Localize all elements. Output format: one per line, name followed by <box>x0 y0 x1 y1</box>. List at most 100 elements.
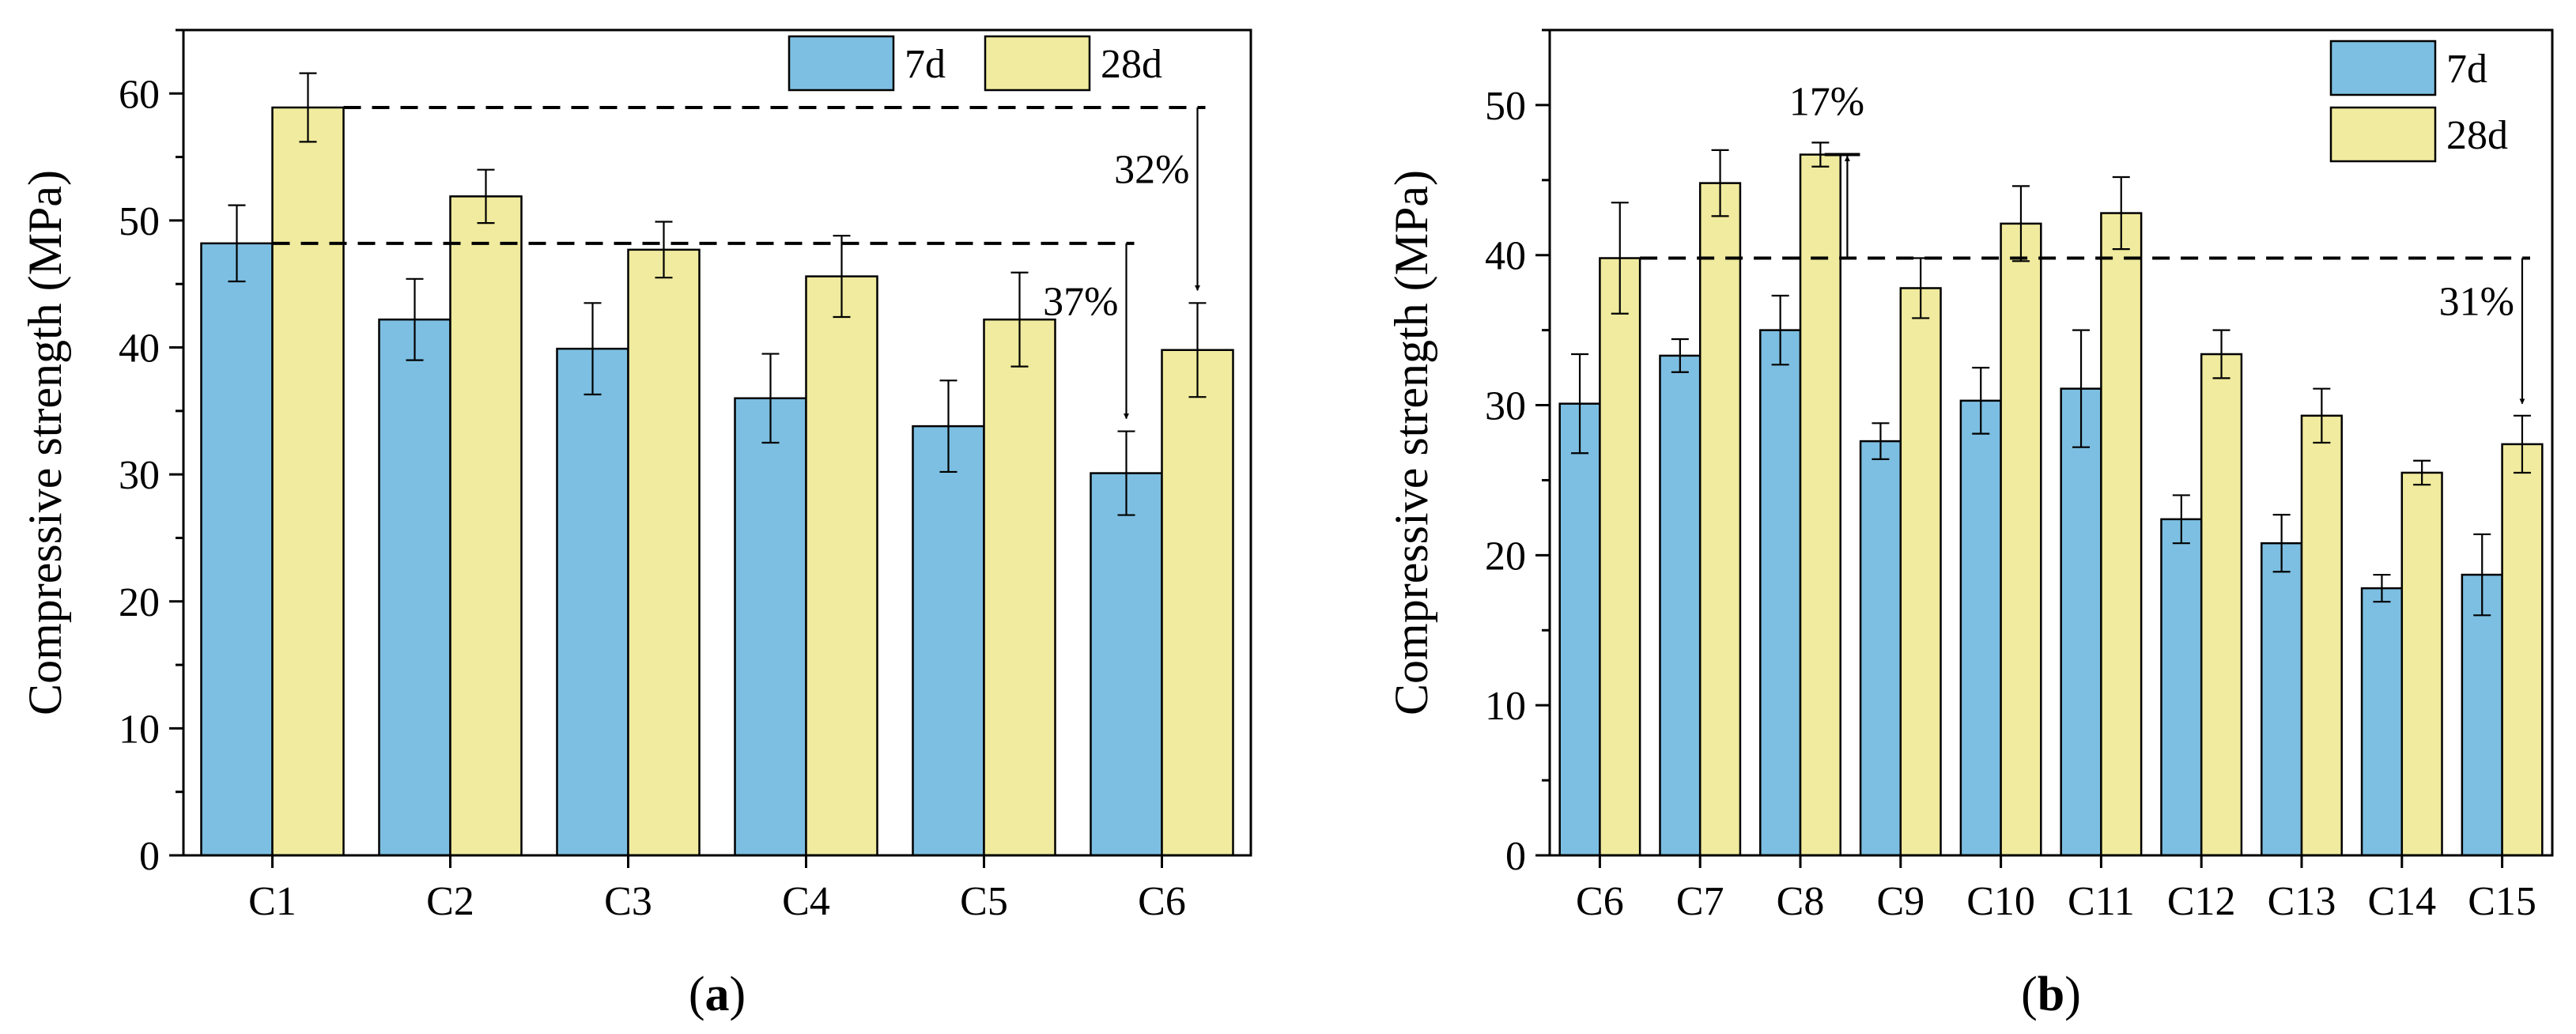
x-tick-label-b-C11: C11 <box>2068 879 2135 924</box>
error-bar-a-28d-C5 <box>1010 271 1029 368</box>
bar-b-7d-C9 <box>1859 440 1902 857</box>
panel-label-close-b: ) <box>2064 968 2081 1021</box>
y-tick-label-b: 10 <box>1485 684 1526 729</box>
bar-b-7d-C6 <box>1558 402 1601 857</box>
chart-panel-b: 0 10 20 30 40 50 C6 C7 C8 C9 C10 C11 C12 C13 C14 C15 Com… <box>1385 28 2554 1021</box>
error-bar-b-28d-C8 <box>1811 142 1830 168</box>
y-tick-label-b: 20 <box>1485 534 1526 579</box>
x-tick-label-b-C9: C9 <box>1876 879 1924 924</box>
x-tick-label-b-C6: C6 <box>1576 879 1624 924</box>
error-bar-b-7d-C13 <box>2272 514 2291 573</box>
y-axis-title-b: Compressive strength (MPa) <box>1385 170 1437 715</box>
annotation-label-a-1: 37% <box>1043 280 1118 325</box>
bar-b-28d-C14 <box>2400 471 2443 857</box>
bar-b-28d-C6 <box>1599 257 1641 857</box>
bar-a-28d-C3 <box>627 248 701 857</box>
panel-label-open-a: ( <box>689 968 705 1021</box>
y-tick-label-a: 30 <box>119 453 160 498</box>
error-bar-a-7d-C3 <box>584 302 602 396</box>
error-bar-a-7d-C4 <box>761 353 780 444</box>
bar-b-28d-C10 <box>2000 222 2042 857</box>
error-bar-b-28d-C12 <box>2212 329 2230 379</box>
legend-swatch-a-28d <box>984 35 1091 92</box>
bar-a-7d-C6 <box>1090 472 1163 857</box>
bar-b-28d-C15 <box>2501 443 2544 857</box>
error-bar-a-7d-C6 <box>1117 430 1135 516</box>
x-tick-label-b-C14: C14 <box>2367 879 2436 924</box>
x-tick-label-b-C12: C12 <box>2167 879 2236 924</box>
bar-a-7d-C1 <box>200 242 274 857</box>
y-tick-label-a: 0 <box>139 834 160 879</box>
error-bar-b-7d-C8 <box>1771 294 1789 366</box>
bar-a-28d-C5 <box>983 318 1056 857</box>
annotation-label-b-1: 17% <box>1789 80 1864 125</box>
error-bar-a-28d-C1 <box>299 72 317 143</box>
panel-label-b: (b) <box>2021 968 2081 1021</box>
bar-b-28d-C9 <box>1899 287 1942 857</box>
error-bar-b-7d-C15 <box>2473 533 2491 617</box>
error-bar-b-28d-C11 <box>2112 175 2130 251</box>
error-bar-b-28d-C6 <box>1611 202 1629 315</box>
annotation-a-1: 37% <box>272 241 1135 420</box>
legend-label-a-28d: 28d <box>1101 42 1162 87</box>
x-tick-label-a-C2: C2 <box>426 879 474 924</box>
x-tick-label-b-C13: C13 <box>2268 879 2336 924</box>
annotation-b-1: 17% <box>1789 80 1864 258</box>
error-bar-a-28d-C6 <box>1188 302 1207 398</box>
panel-label-letter-b: b <box>2038 968 2064 1021</box>
error-bar-a-28d-C3 <box>655 221 673 279</box>
x-tick-label-a-C3: C3 <box>604 879 652 924</box>
y-tick-label-b: 0 <box>1505 834 1526 879</box>
error-bar-b-7d-C12 <box>2172 494 2190 545</box>
bar-a-28d-C2 <box>449 195 523 857</box>
y-tick-label-b: 40 <box>1485 234 1526 279</box>
panel-label-letter-a: a <box>705 968 730 1021</box>
error-bar-b-28d-C13 <box>2313 387 2331 444</box>
error-bar-b-28d-C14 <box>2413 459 2431 486</box>
error-bar-b-28d-C10 <box>2011 185 2030 262</box>
error-bar-b-7d-C14 <box>2373 573 2391 603</box>
y-tick-label-a: 40 <box>119 326 160 372</box>
x-tick-label-b-C10: C10 <box>1966 879 2035 924</box>
panel-label-a: (a) <box>689 968 746 1021</box>
legend-swatch-a-7d <box>788 35 895 92</box>
y-tick-label-b: 30 <box>1485 384 1526 429</box>
error-bar-a-28d-C2 <box>477 168 495 225</box>
x-tick-label-b-C8: C8 <box>1777 879 1825 924</box>
error-bar-a-7d-C2 <box>406 277 424 361</box>
chart-panel-a: 0 10 20 30 40 50 60 C1 C2 C3 C4 C5 C6 Compressive str… <box>19 28 1252 1021</box>
bar-b-7d-C8 <box>1759 329 1802 857</box>
x-tick-label-a-C4: C4 <box>782 879 830 924</box>
x-tick-label-a-C6: C6 <box>1138 879 1186 924</box>
bar-a-7d-C3 <box>556 347 629 857</box>
bar-b-7d-C12 <box>2160 518 2203 857</box>
annotation-label-b-0: 31% <box>2439 280 2514 325</box>
x-tick-label-a-C5: C5 <box>960 879 1008 924</box>
legend-label-b-28d: 28d <box>2446 113 2508 158</box>
plot-frame-b <box>1548 28 2554 857</box>
error-bar-a-7d-C5 <box>939 379 958 474</box>
bar-b-7d-C14 <box>2360 587 2404 857</box>
annotation-label-a-0: 32% <box>1114 148 1189 193</box>
bar-a-28d-C6 <box>1161 349 1234 857</box>
error-bar-b-7d-C6 <box>1571 353 1589 455</box>
bar-b-7d-C15 <box>2461 573 2503 857</box>
annotation-a-0: 32% <box>343 105 1206 291</box>
y-tick-label-a: 60 <box>119 72 160 117</box>
bar-b-28d-C13 <box>2300 414 2343 857</box>
panel-label-open-b: ( <box>2021 968 2038 1021</box>
legend-a: 7d 28d <box>788 35 1162 92</box>
y-tick-label-a: 10 <box>119 707 160 752</box>
bar-b-28d-C12 <box>2200 353 2243 857</box>
error-bar-b-28d-C15 <box>2513 414 2531 474</box>
legend-swatch-b-28d <box>2329 106 2437 163</box>
bar-b-7d-C10 <box>1959 399 2002 857</box>
y-tick-label-a: 50 <box>119 199 160 244</box>
bar-a-7d-C5 <box>912 425 985 857</box>
bar-a-7d-C4 <box>734 397 807 857</box>
bar-a-28d-C1 <box>271 106 345 857</box>
bar-a-28d-C4 <box>805 275 878 857</box>
y-tick-label-b: 50 <box>1485 84 1526 129</box>
